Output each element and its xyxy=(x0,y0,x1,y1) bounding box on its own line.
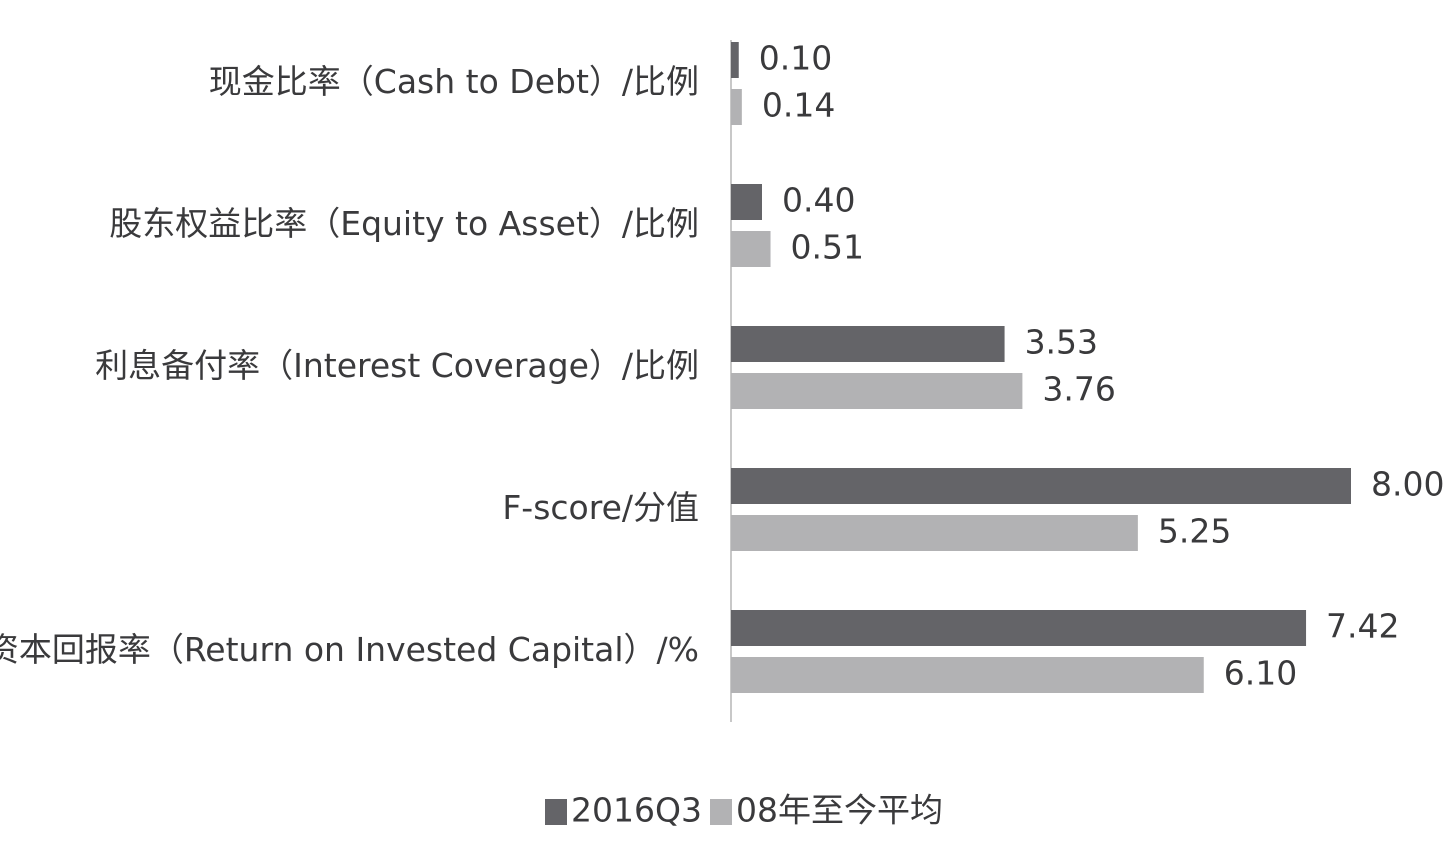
data-label: 3.53 xyxy=(1025,323,1098,362)
data-label: 6.10 xyxy=(1224,654,1297,693)
bar-series-2016q3-3 xyxy=(731,468,1351,504)
value-labels: 0.10 0.14 0.40 0.51 3.53 3.76 8.00 5.25 7.42 6.10 xyxy=(759,39,1445,693)
data-label: 0.51 xyxy=(791,228,864,267)
category-label: 股东权益比率（Equity to Asset）/比例 xyxy=(109,204,699,243)
legend-label: 08年至今平均 xyxy=(736,791,943,830)
bar-series-avg-0 xyxy=(731,89,742,125)
bar-series-avg-4 xyxy=(731,657,1204,693)
data-label: 5.25 xyxy=(1158,512,1231,551)
bar-series-avg-1 xyxy=(731,231,771,267)
legend-swatch xyxy=(710,799,732,825)
bar-series-2016q3-1 xyxy=(731,184,762,220)
legend-swatch xyxy=(545,799,567,825)
data-label: 3.76 xyxy=(1042,370,1115,409)
bar-series-avg-3 xyxy=(731,515,1138,551)
category-label: 投资资本回报率（Return on Invested Capital）/% xyxy=(0,630,699,669)
category-label: F-score/分值 xyxy=(502,488,699,527)
data-label: 0.40 xyxy=(782,181,855,220)
bars-group xyxy=(731,42,1351,693)
data-label: 8.00 xyxy=(1371,465,1444,504)
legend-label: 2016Q3 xyxy=(571,791,702,830)
bar-series-2016q3-4 xyxy=(731,610,1307,646)
category-label: 利息备付率（Interest Coverage）/比例 xyxy=(95,346,699,385)
data-label: 0.14 xyxy=(762,86,835,125)
bar-series-2016q3-0 xyxy=(731,42,739,78)
data-label: 0.10 xyxy=(759,39,832,78)
bar-series-2016q3-2 xyxy=(731,326,1005,362)
category-label: 现金比率（Cash to Debt）/比例 xyxy=(209,62,699,101)
legend: 2016Q3 08年至今平均 xyxy=(545,791,943,830)
data-label: 7.42 xyxy=(1326,607,1399,646)
bar-series-avg-2 xyxy=(731,373,1023,409)
